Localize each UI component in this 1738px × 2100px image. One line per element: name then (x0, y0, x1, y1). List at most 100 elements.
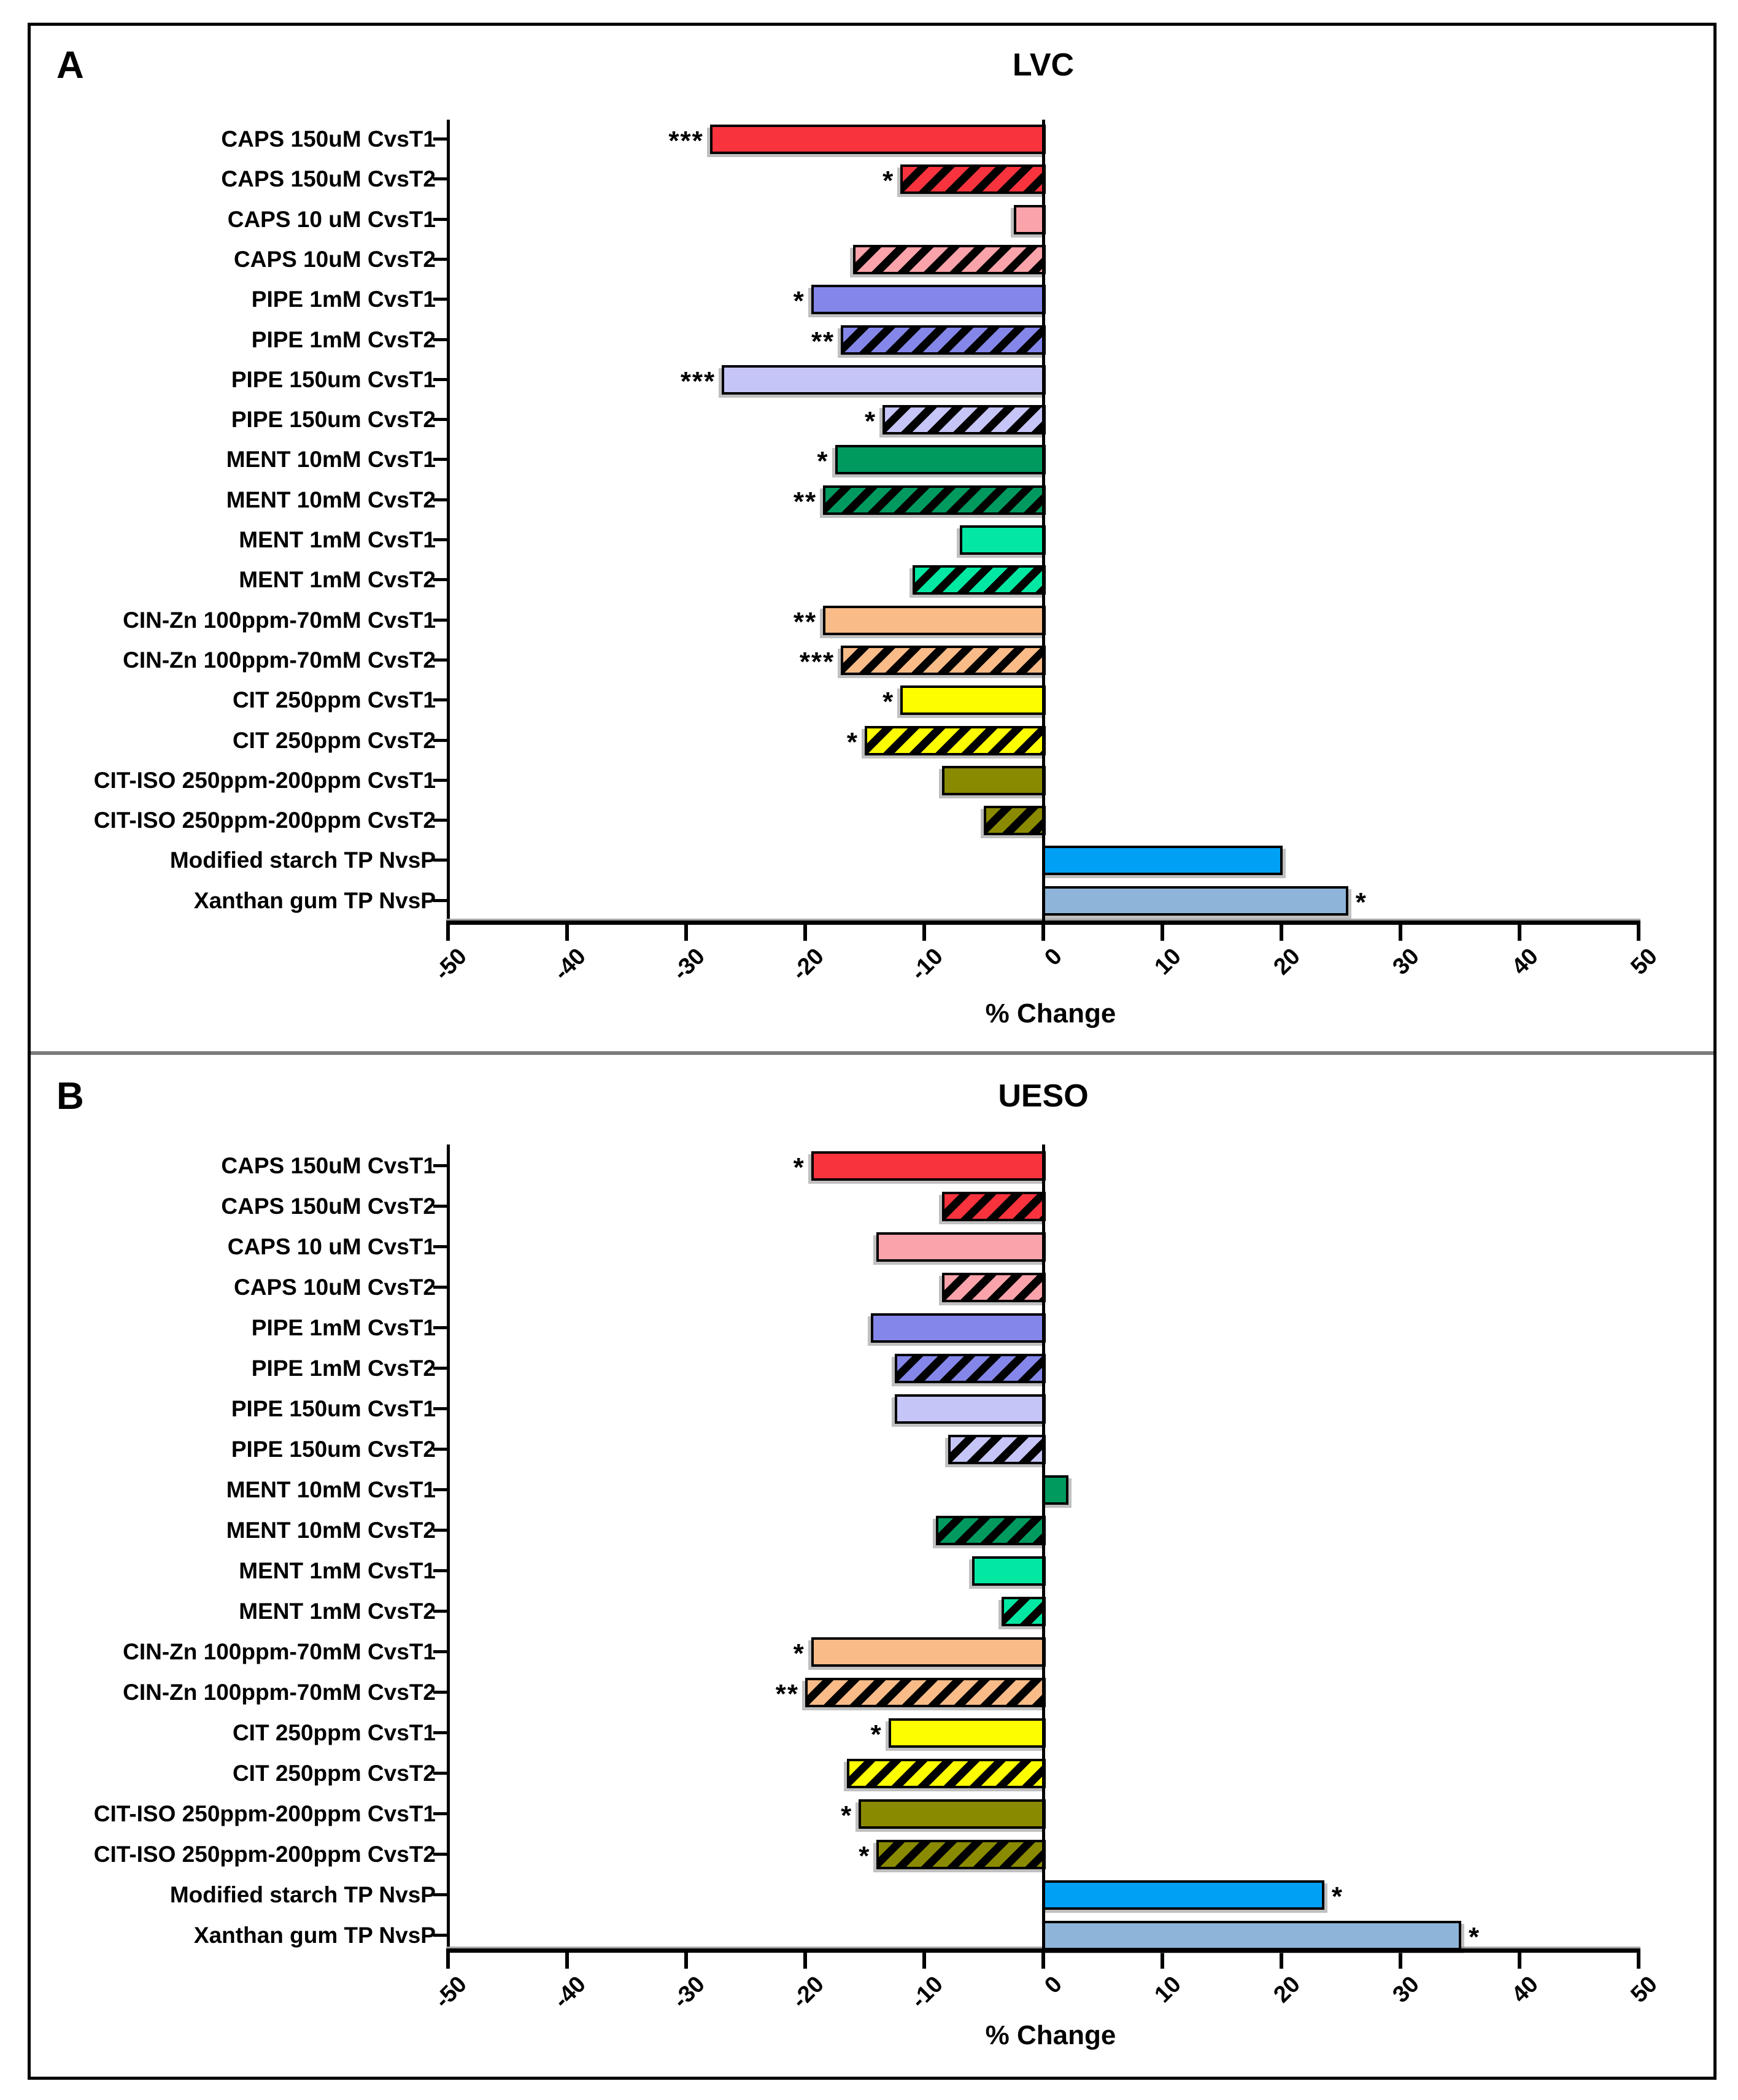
bar (942, 1192, 1046, 1221)
bar (942, 765, 1046, 795)
bar (823, 485, 1046, 515)
bar (900, 685, 1046, 716)
y-tick (433, 1650, 447, 1653)
x-tick (684, 921, 688, 941)
x-tick-label: 40 (1507, 943, 1543, 980)
x-tick (1041, 921, 1045, 941)
significance-marker: *** (680, 366, 716, 396)
y-tick (433, 418, 447, 422)
category-label: PIPE 150um CvsT1 (231, 1396, 436, 1421)
category-label: Modified starch TP NvsP (169, 1882, 436, 1907)
x-tick-label: -40 (549, 1971, 591, 2013)
x-tick (446, 921, 450, 941)
bar (811, 1151, 1046, 1181)
zero-line (1042, 1145, 1045, 1953)
category-label: CIT-ISO 250ppm-200ppm CvsT1 (93, 1801, 436, 1826)
significance-marker: ** (775, 1679, 799, 1709)
category-label: CAPS 10 uM CvsT1 (227, 1234, 436, 1259)
y-tick (433, 1205, 447, 1208)
significance-marker: * (817, 446, 829, 477)
bar (805, 1678, 1046, 1707)
plot-area-a: -50 -40 -30 -20 -10 0 10 20 30 40 50 *** * * ** *** * * **… (430, 120, 1663, 986)
bar (835, 445, 1046, 475)
x-tick (684, 1948, 688, 1969)
category-label: PIPE 150um CvsT2 (231, 1437, 436, 1462)
y-tick (433, 137, 447, 141)
significance-marker: ** (793, 486, 817, 517)
category-label: CIN-Zn 100ppm-70mM CvsT1 (123, 1639, 436, 1664)
significance-marker: * (1331, 1882, 1344, 1912)
y-tick (433, 819, 447, 822)
bar (960, 525, 1046, 555)
category-label: PIPE 150um CvsT1 (231, 366, 436, 392)
x-tick-label: -50 (430, 943, 472, 986)
x-tick (446, 1948, 450, 1969)
bar (841, 325, 1046, 355)
y-tick (433, 458, 447, 461)
zero-line (1042, 120, 1045, 925)
significance-marker: * (883, 166, 895, 196)
x-tick-label: -20 (787, 943, 829, 986)
x-tick (1518, 1948, 1521, 1969)
bar (936, 1516, 1046, 1545)
x-tick (922, 1948, 926, 1969)
x-tick (1399, 921, 1402, 941)
bar (852, 244, 1046, 274)
category-label: CIT 250ppm CvsT1 (232, 1720, 436, 1745)
bar (888, 1718, 1046, 1748)
significance-marker: * (1469, 1922, 1481, 1952)
bar (1042, 846, 1283, 876)
y-tick (433, 1731, 447, 1734)
x-tick (803, 921, 807, 941)
significance-marker: ** (811, 326, 835, 357)
y-tick (433, 1245, 447, 1248)
y-tick (433, 1569, 447, 1572)
category-label: CIN-Zn 100ppm-70mM CvsT1 (123, 607, 436, 633)
bar (1042, 1921, 1461, 1950)
significance-marker: * (1355, 887, 1367, 917)
x-tick-label: 50 (1626, 943, 1663, 980)
x-tick (1041, 1948, 1045, 1969)
y-tick (433, 898, 447, 902)
category-label: MENT 1mM CvsT1 (239, 527, 436, 552)
y-tick (433, 538, 447, 541)
significance-marker: * (793, 1639, 805, 1669)
bar (841, 645, 1046, 675)
y-tick (433, 1448, 447, 1451)
bar (883, 405, 1046, 435)
y-tick (433, 298, 447, 301)
category-label: PIPE 150um CvsT2 (231, 407, 436, 433)
x-tick-label: -30 (668, 943, 710, 986)
significance-marker: ** (793, 606, 817, 637)
category-label: CAPS 150uM CvsT1 (221, 126, 436, 152)
bar (1042, 1880, 1324, 1910)
x-tick (1280, 1948, 1283, 1969)
panel-title-lvc: LVC (1012, 47, 1075, 83)
x-tick (803, 1948, 807, 1969)
y-axis (447, 120, 450, 925)
x-tick (1637, 921, 1640, 941)
category-label: Xanthan gum TP NvsP (193, 1923, 436, 1948)
bar (900, 164, 1046, 195)
category-label: Modified starch TP NvsP (169, 847, 436, 873)
category-label: PIPE 1mM CvsT1 (251, 1315, 436, 1340)
bar (811, 285, 1046, 315)
category-label: CAPS 150uM CvsT2 (221, 1194, 436, 1219)
x-tick-label: -40 (549, 943, 591, 986)
bar (894, 1394, 1046, 1424)
significance-marker: * (859, 1841, 871, 1871)
category-label: CAPS 150uM CvsT2 (221, 166, 436, 192)
x-tick (1399, 1948, 1402, 1969)
category-label: CAPS 150uM CvsT1 (221, 1153, 436, 1178)
y-tick (433, 498, 447, 501)
bar (948, 1435, 1046, 1464)
bar (912, 565, 1046, 595)
bar (709, 125, 1046, 154)
bar (876, 1840, 1046, 1869)
x-tick-label: 40 (1507, 1971, 1543, 2008)
significance-marker: * (793, 286, 805, 317)
bar (811, 1637, 1046, 1667)
category-label: PIPE 1mM CvsT2 (251, 1356, 436, 1381)
y-tick (433, 1367, 447, 1370)
bar (971, 1556, 1046, 1586)
